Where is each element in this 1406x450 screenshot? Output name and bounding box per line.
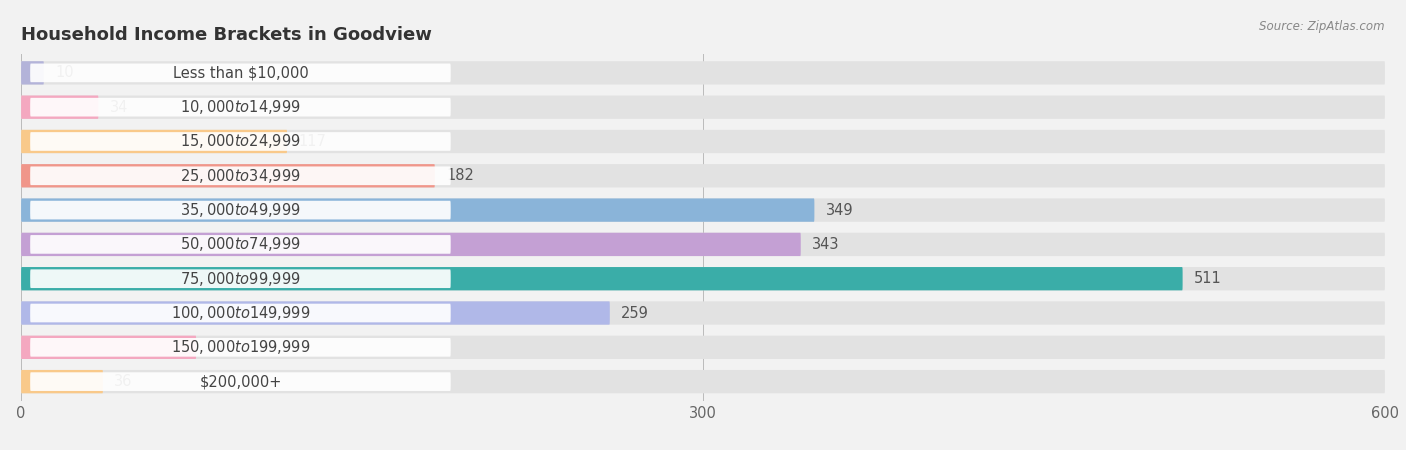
FancyBboxPatch shape <box>21 61 1385 85</box>
FancyBboxPatch shape <box>30 98 451 117</box>
FancyBboxPatch shape <box>21 267 1385 290</box>
Text: Less than $10,000: Less than $10,000 <box>173 65 308 81</box>
Text: 117: 117 <box>298 134 326 149</box>
FancyBboxPatch shape <box>30 270 451 288</box>
FancyBboxPatch shape <box>30 201 451 220</box>
FancyBboxPatch shape <box>30 304 451 322</box>
Text: 349: 349 <box>825 202 853 218</box>
FancyBboxPatch shape <box>21 164 434 188</box>
Text: Household Income Brackets in Goodview: Household Income Brackets in Goodview <box>21 26 432 44</box>
Text: $100,000 to $149,999: $100,000 to $149,999 <box>170 304 311 322</box>
FancyBboxPatch shape <box>21 61 44 85</box>
FancyBboxPatch shape <box>30 63 451 82</box>
Text: $75,000 to $99,999: $75,000 to $99,999 <box>180 270 301 288</box>
Text: Source: ZipAtlas.com: Source: ZipAtlas.com <box>1260 20 1385 33</box>
FancyBboxPatch shape <box>21 198 1385 222</box>
Text: 182: 182 <box>446 168 474 183</box>
FancyBboxPatch shape <box>21 336 195 359</box>
Text: $15,000 to $24,999: $15,000 to $24,999 <box>180 132 301 150</box>
FancyBboxPatch shape <box>21 130 287 153</box>
FancyBboxPatch shape <box>21 267 1182 290</box>
Text: 343: 343 <box>813 237 839 252</box>
FancyBboxPatch shape <box>21 164 1385 188</box>
FancyBboxPatch shape <box>21 336 1385 359</box>
FancyBboxPatch shape <box>21 233 1385 256</box>
Text: 77: 77 <box>208 340 226 355</box>
Text: $35,000 to $49,999: $35,000 to $49,999 <box>180 201 301 219</box>
Text: 34: 34 <box>110 100 128 115</box>
FancyBboxPatch shape <box>21 302 610 325</box>
Text: 10: 10 <box>55 65 73 81</box>
Text: $150,000 to $199,999: $150,000 to $199,999 <box>170 338 311 356</box>
Text: 36: 36 <box>114 374 132 389</box>
Text: 511: 511 <box>1194 271 1222 286</box>
FancyBboxPatch shape <box>30 235 451 254</box>
Text: $25,000 to $34,999: $25,000 to $34,999 <box>180 167 301 185</box>
FancyBboxPatch shape <box>30 166 451 185</box>
FancyBboxPatch shape <box>30 132 451 151</box>
FancyBboxPatch shape <box>21 130 1385 153</box>
FancyBboxPatch shape <box>21 198 814 222</box>
Text: 259: 259 <box>621 306 650 320</box>
FancyBboxPatch shape <box>21 95 98 119</box>
Text: $200,000+: $200,000+ <box>200 374 281 389</box>
Text: $50,000 to $74,999: $50,000 to $74,999 <box>180 235 301 253</box>
FancyBboxPatch shape <box>21 95 1385 119</box>
FancyBboxPatch shape <box>30 338 451 357</box>
Text: $10,000 to $14,999: $10,000 to $14,999 <box>180 98 301 116</box>
FancyBboxPatch shape <box>21 370 103 393</box>
FancyBboxPatch shape <box>21 370 1385 393</box>
FancyBboxPatch shape <box>21 233 801 256</box>
FancyBboxPatch shape <box>21 302 1385 325</box>
FancyBboxPatch shape <box>30 372 451 391</box>
